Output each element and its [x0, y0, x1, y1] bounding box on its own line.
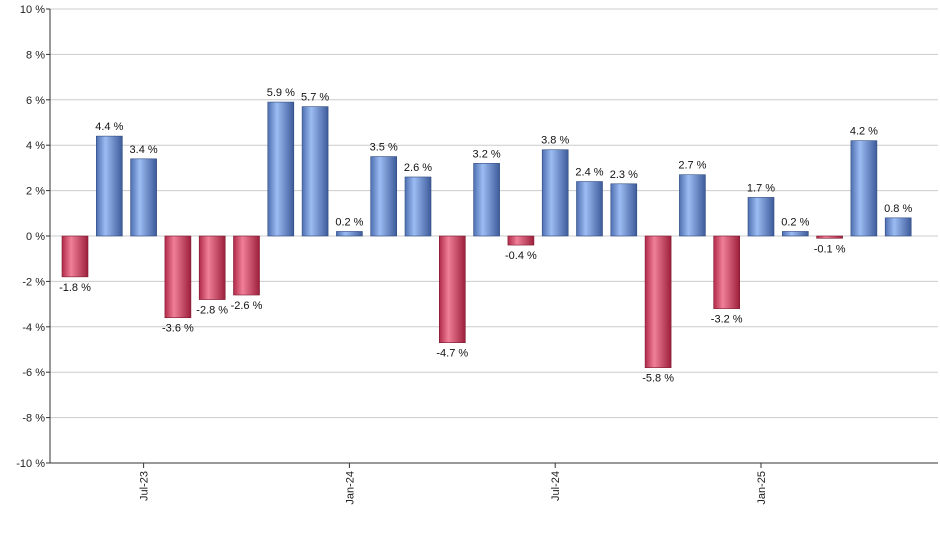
data-label-Jan-25: 1.7 % [747, 182, 775, 194]
bar-Jan-25 [747, 197, 775, 237]
axes [49, 9, 938, 468]
y-tick-label: -6 % [22, 367, 45, 379]
y-tick-label: 8 % [26, 49, 45, 61]
x-tick-label: Jul-23 [139, 471, 151, 501]
data-label-Jun-23: 4.4 % [95, 121, 123, 133]
bar-Jul-24 [541, 149, 569, 237]
y-tick-label: -4 % [22, 322, 45, 334]
data-label-Oct-23: -2.6 % [231, 300, 263, 312]
data-label-Dec-23: 5.7 % [301, 92, 329, 104]
y-tick-label: -2 % [22, 276, 45, 288]
bar-Dec-23 [301, 106, 329, 237]
bar-Jan-24 [336, 231, 363, 237]
bar-Sep-24 [610, 183, 638, 237]
data-label-Sep-23: -2.8 % [196, 305, 228, 317]
y-tick-label: -10 % [16, 458, 45, 470]
y-tick-label: 10 % [20, 4, 45, 16]
data-label-Jul-23: 3.4 % [130, 144, 158, 156]
data-label-Sep-24: 2.3 % [610, 169, 638, 181]
data-label-Feb-25: 0.2 % [781, 216, 809, 228]
bar-Aug-24 [576, 181, 603, 237]
y-tick-label: 2 % [26, 186, 45, 198]
data-label-Mar-25: -0.1 % [814, 243, 846, 255]
x-tick-label: Jan-24 [344, 471, 356, 505]
y-tick-label: -8 % [22, 413, 45, 425]
bar-Jun-24 [507, 235, 535, 246]
data-label-Feb-24: 3.5 % [370, 142, 398, 154]
bar-Apr-25 [850, 140, 878, 237]
bar-May-25 [884, 217, 912, 237]
x-tick-label: Jan-25 [756, 471, 768, 505]
bar-Dec-24 [713, 235, 741, 309]
data-label-Jan-24: 0.2 % [335, 216, 363, 228]
data-label-May-23: -1.8 % [59, 282, 91, 294]
data-label-Jun-24: -0.4 % [505, 250, 537, 262]
x-tick-labels: Jul-23 Jan-24 Jul-24 Jan-25 [139, 471, 768, 505]
data-label-May-24: 3.2 % [473, 148, 501, 160]
data-label-Nov-23: 5.9 % [267, 87, 295, 99]
bar-Feb-25 [781, 231, 809, 237]
y-tick-label: 4 % [26, 140, 45, 152]
y-tick-labels: -10 % -8 % -6 % -4 % -2 % 0 % 2 % 4 % 6 % 8 % 10 % [16, 4, 45, 470]
bar-May-23 [61, 235, 89, 278]
bar-Nov-24 [679, 174, 706, 237]
bar-Feb-24 [370, 156, 398, 237]
data-label-Dec-24: -3.2 % [711, 314, 743, 326]
x-tick-label: Jul-24 [550, 471, 562, 501]
bar-Apr-24 [438, 235, 466, 343]
bar-Sep-23 [198, 235, 226, 300]
bar-Oct-23 [233, 235, 260, 296]
y-tick-label: 6 % [26, 95, 45, 107]
bar-Oct-24 [644, 235, 672, 368]
bar-Mar-25 [816, 235, 843, 239]
bars [61, 101, 912, 368]
data-label-Aug-23: -3.6 % [162, 323, 194, 335]
bar-Jun-23 [96, 135, 123, 237]
bar-May-24 [473, 163, 500, 237]
data-labels: -1.8 % 4.4 % 3.4 % -3.6 %-2.8 % -2.6 % 5.9 % 5… [59, 87, 912, 385]
data-label-Nov-24: 2.7 % [678, 160, 706, 172]
bar-Nov-23 [267, 101, 295, 237]
bar-Mar-24 [404, 176, 432, 237]
data-label-Apr-25: 4.2 % [850, 126, 878, 138]
data-label-Mar-24: 2.6 % [404, 162, 432, 174]
data-label-Oct-24: -5.8 % [642, 373, 674, 385]
y-tick-label: 0 % [26, 231, 45, 243]
bar-Jul-23 [130, 158, 157, 237]
data-label-Jul-24: 3.8 % [541, 135, 569, 147]
data-label-May-25: 0.8 % [884, 203, 912, 215]
bar-Aug-23 [164, 235, 192, 319]
data-label-Apr-24: -4.7 % [436, 348, 468, 360]
data-label-Aug-24: 2.4 % [575, 167, 603, 179]
